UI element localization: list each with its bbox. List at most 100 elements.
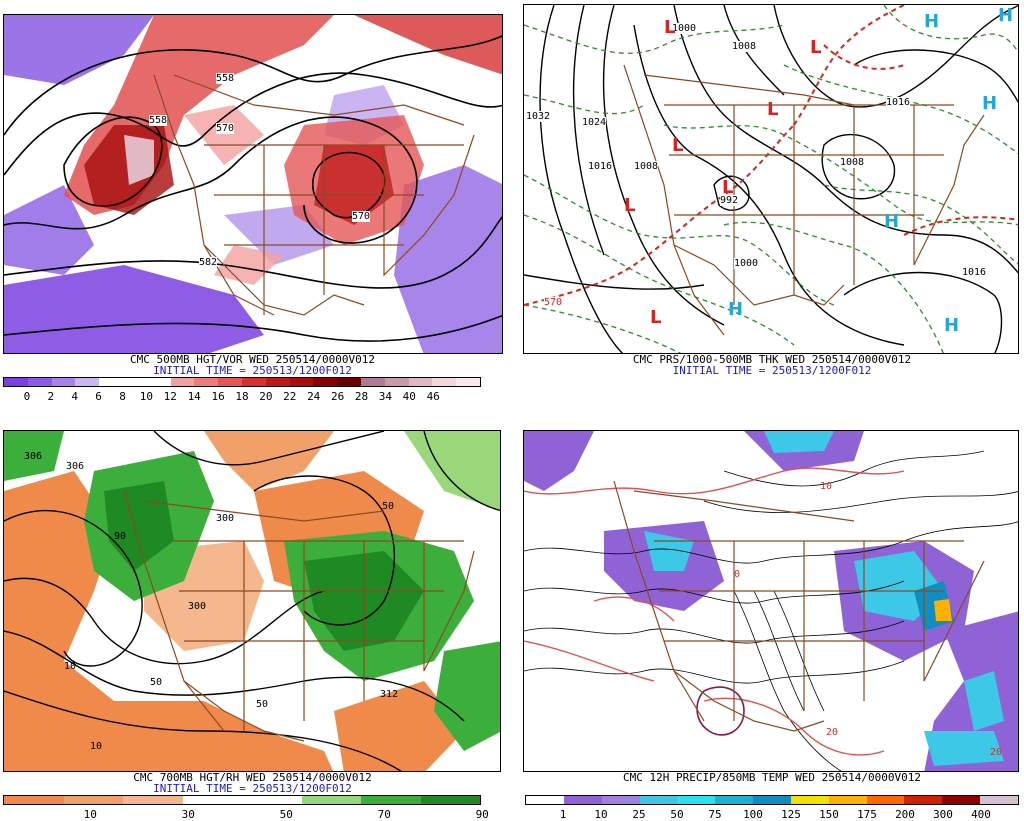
- pressure-label-2: 1008: [732, 41, 757, 52]
- legend-tick-label: 14: [187, 390, 201, 403]
- rh-label-1: 50: [382, 501, 395, 512]
- caption-title: CMC PRS/1000-500MB THK WED 250514/0000V0…: [632, 353, 912, 366]
- legend-tick-label: 150: [819, 808, 839, 821]
- pressure-label-3: 1032: [526, 111, 551, 122]
- vorticity-field: [4, 15, 502, 353]
- legend-swatch: [289, 378, 314, 386]
- legend-tick-label: 50: [279, 808, 293, 821]
- legend-tick-label: 400: [971, 808, 991, 821]
- legend-swatch: [146, 378, 171, 386]
- panel-700mb-rh: 306 300 312 306 300 50 10 10 50 90 50 CM…: [0, 418, 505, 821]
- legend-swatch: [170, 378, 195, 386]
- temp-label-3: 20: [826, 727, 839, 738]
- legend-tick-label: 8: [119, 390, 126, 403]
- map-precip-850mb-temp[interactable]: 0 10 20 20: [523, 430, 1019, 772]
- legend-swatch: [361, 796, 421, 804]
- legend-swatch: [313, 378, 338, 386]
- pressure-label-11: 1016: [962, 267, 987, 278]
- caption-initial-time: INITIAL TIME = 250513/1200F012: [153, 782, 352, 795]
- panel-500mb-vorticity: 558 570 582 570 558 CMC 500MB HGT/VOR WE…: [0, 0, 505, 404]
- contour-label-1: 306: [66, 461, 85, 472]
- caption-initial-time: INITIAL TIME = 250513/1200F012: [153, 364, 352, 377]
- legend-tick-label: 75: [708, 808, 722, 821]
- legend-tick-label: 4: [71, 390, 78, 403]
- legend-swatch: [942, 796, 981, 804]
- legend-tick-label: 10: [139, 390, 154, 403]
- contour-label-3: 582: [199, 257, 218, 268]
- contour-label-2: 570: [216, 123, 235, 134]
- pressure-label-7: 992: [720, 195, 739, 206]
- legend-colorbar: [3, 795, 481, 805]
- legend-swatch: [526, 796, 564, 804]
- caption-title: CMC 700MB HGT/RH WED 250514/0000V012: [133, 771, 372, 784]
- high-marker-1: H: [924, 11, 940, 32]
- legend-tick-label: 40: [402, 390, 416, 403]
- legend-swatch: [123, 796, 183, 804]
- low-marker-7: L: [650, 307, 662, 328]
- pressure-field: [524, 5, 1018, 353]
- legend-swatch: [337, 378, 361, 386]
- map-pressure-thickness[interactable]: 1000 1008 1032 1024 1016 1008 992 1000 1…: [523, 4, 1019, 354]
- legend-swatch: [384, 378, 409, 386]
- legend-swatch: [301, 796, 361, 804]
- legend-swatch: [420, 796, 480, 804]
- pressure-label-4: 1024: [582, 117, 607, 128]
- legend-tick-label: 16: [211, 390, 225, 403]
- legend-tick-label: 1: [559, 808, 567, 821]
- legend-tick-label: 300: [933, 808, 953, 821]
- legend-swatch: [866, 796, 905, 804]
- legend-tick-label: 18: [235, 390, 249, 403]
- legend-swatch: [456, 378, 480, 386]
- legend-ticks: 0 2 4 6 8 10 12 14 16 18 20 22 24 26 28 34 40 46: [3, 390, 481, 403]
- legend-tick-label: 28: [354, 390, 369, 403]
- map-500mb-vorticity[interactable]: 558 570 582 570 558: [3, 14, 503, 354]
- legend-swatch: [904, 796, 943, 804]
- legend-swatch: [218, 378, 242, 386]
- legend-swatch: [241, 378, 266, 386]
- legend-tick-label: 0: [23, 390, 31, 403]
- legend-tick-label: 25: [632, 808, 646, 821]
- contour-label-3: 312: [380, 689, 399, 700]
- legend-swatch: [601, 796, 640, 804]
- caption-initial-time: INITIAL TIME = 250513/1200F012: [672, 364, 872, 377]
- pressure-label-8: 1000: [734, 258, 759, 269]
- legend-tick-label: 2: [47, 390, 55, 403]
- legend-tick-label: 10: [83, 808, 97, 821]
- pressure-label-6: 1008: [634, 161, 659, 172]
- legend-swatch: [182, 796, 242, 804]
- temp-label-2: 10: [820, 481, 833, 492]
- legend-tick-label: 26: [330, 390, 345, 403]
- legend-tick-label: 175: [857, 808, 877, 821]
- map-700mb-rh[interactable]: 306 300 312 306 300 50 10 10 50 90 50: [3, 430, 501, 772]
- pressure-label-1: 1000: [672, 23, 697, 34]
- legend-tick-label: 12: [163, 390, 177, 403]
- legend-swatch: [194, 378, 219, 386]
- legend-swatch: [980, 796, 1018, 804]
- legend-tick-label: 125: [781, 808, 801, 821]
- rh-label-4: 50: [150, 677, 163, 688]
- rh-label-5: 90: [114, 531, 127, 542]
- thickness-label-1: 570: [544, 297, 563, 308]
- temp-label-4: 20: [990, 747, 1003, 758]
- legend-swatch: [753, 796, 791, 804]
- legend-swatch: [242, 796, 302, 804]
- high-marker-3: H: [884, 211, 900, 232]
- legend-swatch: [790, 796, 829, 804]
- legend-ticks: 1 10 25 50 75 100 125 150 175 200 300 400: [525, 808, 1019, 821]
- legend-swatch: [432, 378, 457, 386]
- legend-tick-label: 10: [594, 808, 608, 821]
- contour-label-5: 558: [149, 115, 168, 126]
- contour-label-5: 300: [188, 601, 207, 612]
- legend-swatch: [265, 378, 290, 386]
- pressure-label-5: 1016: [588, 161, 613, 172]
- high-marker-4: H: [728, 299, 744, 320]
- legend-tick-label: 70: [377, 808, 391, 821]
- legend-tick-label: 24: [307, 390, 321, 403]
- legend-colorbar: [3, 377, 481, 387]
- high-marker-6: H: [998, 5, 1014, 26]
- caption-title: CMC 12H PRECIP/850MB TEMP WED 250514/000…: [622, 771, 921, 784]
- legend-swatch: [122, 378, 147, 386]
- legend-swatch: [75, 378, 100, 386]
- rh-label-2: 10: [64, 661, 77, 672]
- legend-tick-label: 50: [670, 808, 684, 821]
